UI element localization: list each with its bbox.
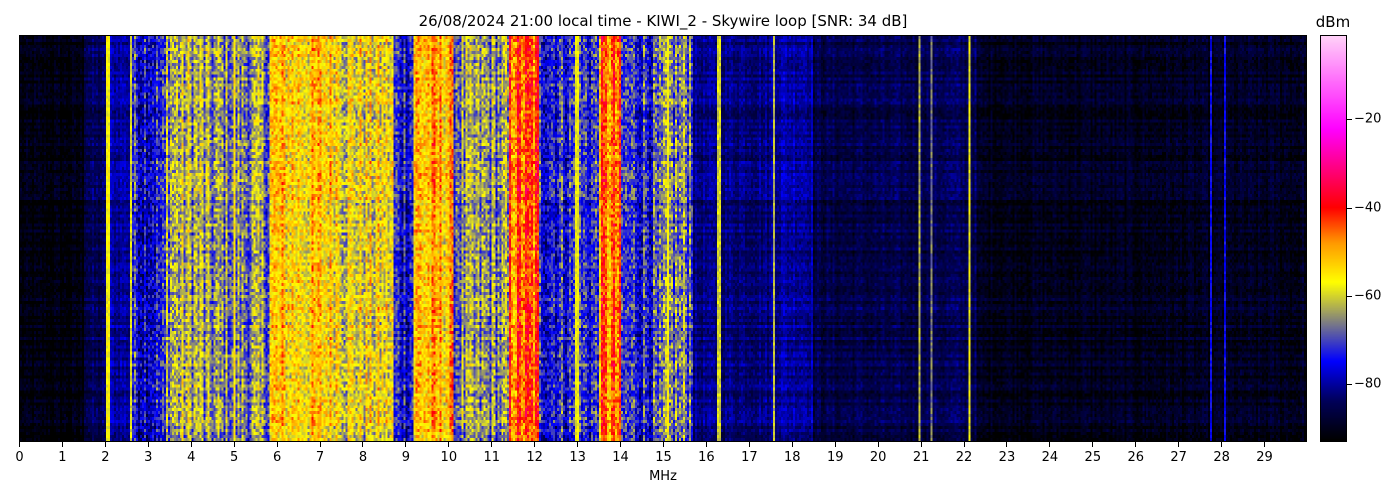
x-tick-label: 11 xyxy=(483,450,501,465)
x-tick xyxy=(448,442,450,447)
colorbar-tick xyxy=(1347,119,1352,121)
x-tick xyxy=(920,442,922,447)
x-tick xyxy=(1264,442,1266,447)
x-tick-label: 6 xyxy=(272,450,282,465)
x-tick xyxy=(877,442,879,447)
x-tick-label: 24 xyxy=(1041,450,1059,465)
x-tick xyxy=(233,442,235,447)
x-tick-label: 27 xyxy=(1170,450,1187,465)
chart-title: 26/08/2024 21:00 local time - KIWI_2 - S… xyxy=(418,12,908,30)
x-tick-label: 14 xyxy=(612,450,629,465)
x-tick-label: 25 xyxy=(1084,450,1102,465)
x-tick-label: 23 xyxy=(998,450,1016,465)
x-tick-label: 8 xyxy=(358,450,368,465)
x-tick-label: 21 xyxy=(912,450,930,465)
x-tick xyxy=(577,442,579,447)
x-tick xyxy=(190,442,192,447)
x-tick-label: 26 xyxy=(1127,450,1145,465)
x-tick xyxy=(276,442,278,447)
x-tick-label: 13 xyxy=(569,450,586,465)
spectrogram-heatmap xyxy=(20,36,1306,441)
x-tick-label: 4 xyxy=(187,450,196,465)
x-tick-label: 1 xyxy=(58,450,67,465)
colorbar-tick xyxy=(1347,384,1352,386)
x-tick-label: 18 xyxy=(784,450,801,465)
x-tick-label: 3 xyxy=(144,450,153,465)
colorbar-tick xyxy=(1347,207,1352,209)
colorbar-gradient xyxy=(1321,36,1346,441)
x-tick-label: 5 xyxy=(230,450,239,465)
x-tick-label: 22 xyxy=(955,450,973,465)
x-tick xyxy=(834,442,836,447)
x-tick-label: 28 xyxy=(1213,450,1230,465)
x-tick xyxy=(104,442,106,447)
x-tick xyxy=(319,442,321,447)
x-tick-label: 16 xyxy=(698,450,715,465)
x-tick xyxy=(663,442,664,447)
x-tick xyxy=(534,442,536,447)
x-tick xyxy=(491,442,493,447)
x-tick xyxy=(791,442,793,447)
x-tick xyxy=(1006,442,1008,447)
x-tick-label: 0 xyxy=(15,450,24,465)
x-axis-label: MHz xyxy=(649,469,677,484)
x-tick-label: 2 xyxy=(101,450,110,465)
colorbar-tick-label: −60 xyxy=(1354,288,1382,304)
spectrogram-plot-area xyxy=(19,35,1307,442)
colorbar-tick xyxy=(1347,296,1352,297)
x-tick-label: 17 xyxy=(741,450,758,465)
x-tick xyxy=(1049,442,1051,447)
x-tick xyxy=(1178,442,1180,447)
x-tick-label: 20 xyxy=(869,450,887,465)
colorbar xyxy=(1320,35,1347,442)
x-tick-label: 12 xyxy=(526,450,543,465)
x-tick-label: 15 xyxy=(655,450,672,465)
x-tick xyxy=(705,442,707,447)
x-tick xyxy=(362,442,364,447)
colorbar-tick-label: −40 xyxy=(1354,200,1382,216)
x-tick-label: 10 xyxy=(440,450,458,465)
x-tick xyxy=(620,442,622,447)
colorbar-label: dBm xyxy=(1315,13,1351,31)
x-tick xyxy=(1221,442,1223,447)
x-tick xyxy=(405,442,407,447)
x-tick xyxy=(1092,442,1094,447)
x-tick-label: 9 xyxy=(401,450,411,465)
colorbar-tick-label: −80 xyxy=(1354,376,1382,392)
x-tick-label: 7 xyxy=(315,450,325,465)
x-tick xyxy=(1135,442,1137,447)
x-tick xyxy=(147,442,149,447)
x-tick xyxy=(61,442,63,447)
x-tick xyxy=(748,442,750,447)
x-tick xyxy=(963,442,965,447)
x-tick xyxy=(19,442,20,447)
colorbar-tick-label: −20 xyxy=(1354,111,1382,127)
x-tick-label: 19 xyxy=(826,450,844,465)
x-tick-label: 29 xyxy=(1256,450,1273,465)
